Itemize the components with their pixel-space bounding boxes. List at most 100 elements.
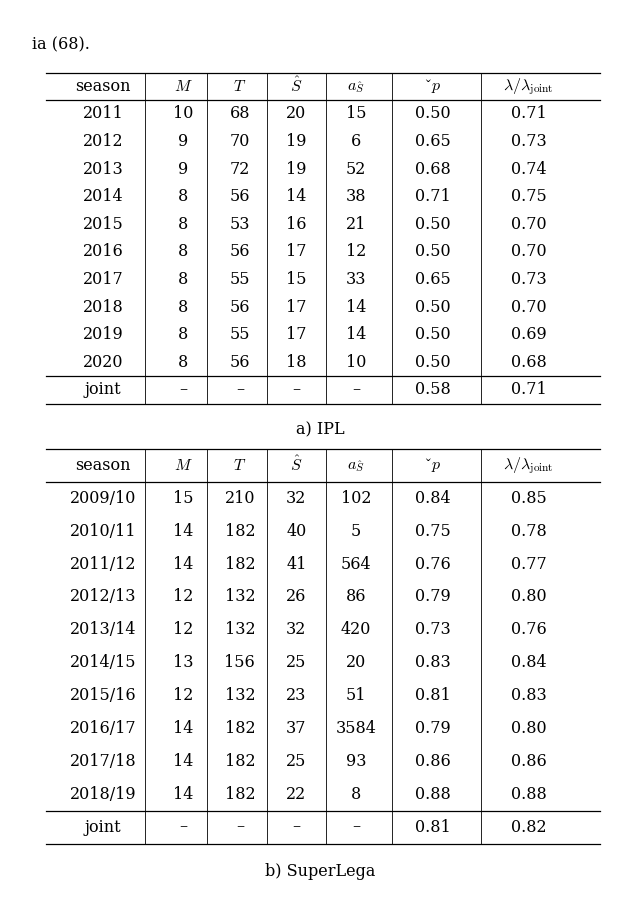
Text: 5: 5 xyxy=(351,522,361,540)
Text: 0.50: 0.50 xyxy=(415,216,451,233)
Text: 564: 564 xyxy=(340,556,371,572)
Text: 420: 420 xyxy=(340,621,371,639)
Text: 0.65: 0.65 xyxy=(415,271,451,288)
Text: –: – xyxy=(179,819,188,835)
Text: 0.80: 0.80 xyxy=(511,720,547,736)
Text: joint: joint xyxy=(84,381,122,398)
Text: 3584: 3584 xyxy=(335,720,376,736)
Text: 33: 33 xyxy=(346,271,366,288)
Text: 14: 14 xyxy=(346,298,366,316)
Text: 2014/15: 2014/15 xyxy=(70,654,136,671)
Text: 40: 40 xyxy=(286,522,307,540)
Text: 41: 41 xyxy=(286,556,307,572)
Text: 25: 25 xyxy=(286,654,307,671)
Text: 2016/17: 2016/17 xyxy=(70,720,136,736)
Text: 0.85: 0.85 xyxy=(511,490,547,507)
Text: –: – xyxy=(236,381,244,398)
Text: $\lambda/\lambda_{\mathrm{joint}}$: $\lambda/\lambda_{\mathrm{joint}}$ xyxy=(503,455,554,475)
Text: 72: 72 xyxy=(230,161,250,178)
Text: $M$: $M$ xyxy=(174,78,193,95)
Text: 0.73: 0.73 xyxy=(511,271,547,288)
Text: season: season xyxy=(76,457,131,473)
Text: 0.71: 0.71 xyxy=(415,189,451,205)
Text: 2011/12: 2011/12 xyxy=(70,556,136,572)
Text: 2018/19: 2018/19 xyxy=(70,785,136,803)
Text: 17: 17 xyxy=(286,327,307,343)
Text: 2012: 2012 xyxy=(83,133,124,150)
Text: 13: 13 xyxy=(173,654,193,671)
Text: 2011: 2011 xyxy=(83,105,124,122)
Text: 2014: 2014 xyxy=(83,189,124,205)
Text: 22: 22 xyxy=(286,785,307,803)
Text: 132: 132 xyxy=(225,688,255,704)
Text: 55: 55 xyxy=(230,271,250,288)
Text: ia (68).: ia (68). xyxy=(32,37,90,54)
Text: 12: 12 xyxy=(173,621,193,639)
Text: 0.50: 0.50 xyxy=(415,354,451,371)
Text: 0.86: 0.86 xyxy=(511,753,547,770)
Text: 0.65: 0.65 xyxy=(415,133,451,150)
Text: 9: 9 xyxy=(178,161,188,178)
Text: $\hat{S}$: $\hat{S}$ xyxy=(290,455,303,475)
Text: 2013: 2013 xyxy=(83,161,124,178)
Text: 8: 8 xyxy=(178,216,188,233)
Text: –: – xyxy=(352,381,360,398)
Text: 0.75: 0.75 xyxy=(511,189,547,205)
Text: 0.70: 0.70 xyxy=(511,298,547,316)
Text: 26: 26 xyxy=(286,589,307,605)
Text: 8: 8 xyxy=(178,189,188,205)
Text: 0.76: 0.76 xyxy=(511,621,547,639)
Text: –: – xyxy=(292,819,300,835)
Text: 68: 68 xyxy=(230,105,250,122)
Text: $M$: $M$ xyxy=(174,457,193,473)
Text: 0.77: 0.77 xyxy=(511,556,547,572)
Text: 17: 17 xyxy=(286,243,307,260)
Text: $\check{p}$: $\check{p}$ xyxy=(426,77,442,95)
Text: 23: 23 xyxy=(286,688,307,704)
Text: 0.68: 0.68 xyxy=(511,354,547,371)
Text: 0.81: 0.81 xyxy=(415,819,451,835)
Text: $\hat{S}$: $\hat{S}$ xyxy=(290,76,303,96)
Text: 2017: 2017 xyxy=(83,271,124,288)
Text: 52: 52 xyxy=(346,161,366,178)
Text: 12: 12 xyxy=(346,243,366,260)
Text: $T$: $T$ xyxy=(233,78,246,95)
Text: 70: 70 xyxy=(230,133,250,150)
Text: 86: 86 xyxy=(346,589,366,605)
Text: 15: 15 xyxy=(346,105,366,122)
Text: 56: 56 xyxy=(230,243,250,260)
Text: 9: 9 xyxy=(178,133,188,150)
Text: 12: 12 xyxy=(173,688,193,704)
Text: 0.88: 0.88 xyxy=(511,785,547,803)
Text: 0.73: 0.73 xyxy=(511,133,547,150)
Text: 18: 18 xyxy=(286,354,307,371)
Text: 38: 38 xyxy=(346,189,366,205)
Text: 56: 56 xyxy=(230,189,250,205)
Text: 21: 21 xyxy=(346,216,366,233)
Text: 0.83: 0.83 xyxy=(511,688,547,704)
Text: 0.50: 0.50 xyxy=(415,298,451,316)
Text: 0.74: 0.74 xyxy=(511,161,547,178)
Text: 55: 55 xyxy=(230,327,250,343)
Text: 0.50: 0.50 xyxy=(415,243,451,260)
Text: $a_{\hat{S}}$: $a_{\hat{S}}$ xyxy=(347,78,365,95)
Text: 0.71: 0.71 xyxy=(511,105,547,122)
Text: 25: 25 xyxy=(286,753,307,770)
Text: $\check{p}$: $\check{p}$ xyxy=(426,456,442,474)
Text: 19: 19 xyxy=(286,133,307,150)
Text: 0.84: 0.84 xyxy=(511,654,547,671)
Text: –: – xyxy=(292,381,300,398)
Text: 0.70: 0.70 xyxy=(511,216,547,233)
Text: 14: 14 xyxy=(346,327,366,343)
Text: 16: 16 xyxy=(286,216,307,233)
Text: 182: 182 xyxy=(225,522,255,540)
Text: 8: 8 xyxy=(178,298,188,316)
Text: 10: 10 xyxy=(173,105,193,122)
Text: –: – xyxy=(179,381,188,398)
Text: –: – xyxy=(352,819,360,835)
Text: 0.81: 0.81 xyxy=(415,688,451,704)
Text: 53: 53 xyxy=(230,216,250,233)
Text: 2009/10: 2009/10 xyxy=(70,490,136,507)
Text: 2020: 2020 xyxy=(83,354,124,371)
Text: 0.80: 0.80 xyxy=(511,589,547,605)
